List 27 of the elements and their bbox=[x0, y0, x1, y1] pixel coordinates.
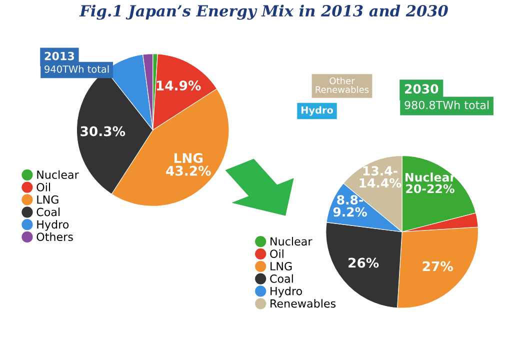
text: Hydro bbox=[301, 106, 334, 116]
data-label: LNG 43.2% bbox=[166, 153, 211, 176]
text: Other Renewables bbox=[316, 77, 369, 93]
data-label: 30.3% bbox=[80, 126, 126, 136]
data-label: 27% bbox=[422, 261, 453, 272]
data-label: 14.9% bbox=[156, 80, 201, 91]
text: 13.4- 14.4% bbox=[360, 166, 402, 188]
text: 8.8- 9.2% bbox=[333, 195, 367, 217]
legend-label: LNG bbox=[270, 262, 292, 270]
legend-label: LNG bbox=[37, 195, 58, 204]
data-label: 26% bbox=[348, 258, 379, 268]
text: Fig.1 Japan’s Energy Mix in 2013 and 2030 bbox=[79, 4, 448, 20]
legend-label: Oil bbox=[36, 182, 50, 192]
legend-label: Hydro bbox=[37, 220, 69, 231]
legend-label: Nuclear bbox=[37, 170, 79, 179]
legend-label: Others bbox=[36, 232, 73, 242]
text: 2013 bbox=[44, 52, 74, 60]
legend-label: Nuclear bbox=[270, 236, 312, 246]
legend-label: Renewables bbox=[270, 299, 336, 308]
text: Nuclear 20-22% bbox=[406, 172, 456, 194]
legend-label: Coal bbox=[270, 274, 293, 283]
text: 940TWh total bbox=[44, 65, 109, 73]
legend-label: Oil bbox=[270, 249, 284, 258]
text: 980.8TWh total bbox=[404, 100, 489, 110]
legend-label: Coal bbox=[36, 208, 60, 216]
legend-label: Hydro bbox=[270, 286, 302, 298]
text: 2030 bbox=[404, 84, 438, 94]
